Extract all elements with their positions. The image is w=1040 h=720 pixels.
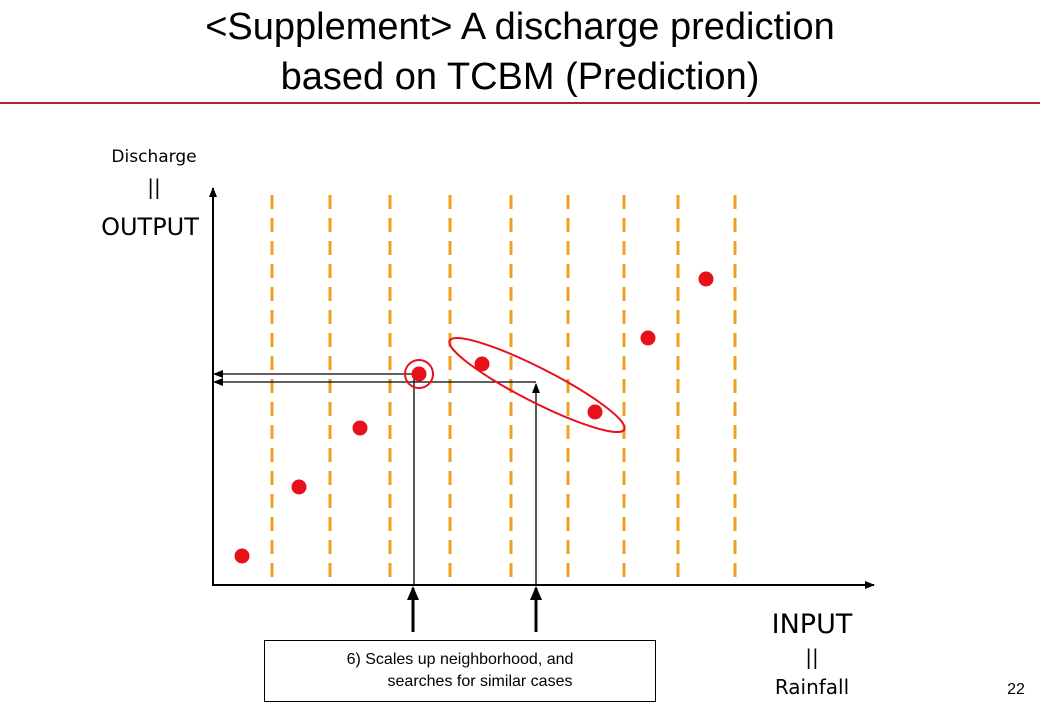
data-point bbox=[352, 420, 368, 436]
step-note-line-1: 6) Scales up neighborhood, and bbox=[346, 651, 574, 668]
y-axis-label-separator: || bbox=[147, 175, 161, 199]
step-note-line-2: searches for similar cases bbox=[387, 673, 573, 690]
slide-title-line-2: based on TCBM (Prediction) bbox=[280, 56, 760, 98]
y-axis-label-discharge: Discharge bbox=[111, 147, 197, 167]
data-point bbox=[291, 479, 307, 495]
slide-title-line-1: <Supplement> A discharge prediction bbox=[205, 6, 835, 48]
x-axis-label-rainfall: Rainfall bbox=[774, 675, 850, 699]
slide-title: <Supplement> A discharge prediction base… bbox=[60, 2, 980, 102]
dashed-dividers bbox=[270, 195, 737, 585]
data-point bbox=[587, 404, 603, 420]
similar-cases-highlight bbox=[448, 337, 626, 433]
data-point bbox=[698, 271, 714, 287]
data-point bbox=[474, 356, 490, 372]
data-points bbox=[234, 271, 714, 564]
data-point bbox=[640, 330, 656, 346]
data-point bbox=[411, 366, 427, 382]
step-note-box: 6) Scales up neighborhood, and searches … bbox=[264, 640, 656, 702]
title-divider bbox=[0, 102, 1040, 104]
target-case-highlight bbox=[404, 359, 434, 389]
x-axis-label-separator: || bbox=[805, 645, 819, 669]
page-number: 22 bbox=[1007, 681, 1025, 698]
lookup-arrows bbox=[213, 370, 542, 632]
x-axis-label-input: INPUT bbox=[771, 609, 853, 640]
y-axis-label-output: OUTPUT bbox=[101, 213, 199, 241]
data-point bbox=[234, 548, 250, 564]
